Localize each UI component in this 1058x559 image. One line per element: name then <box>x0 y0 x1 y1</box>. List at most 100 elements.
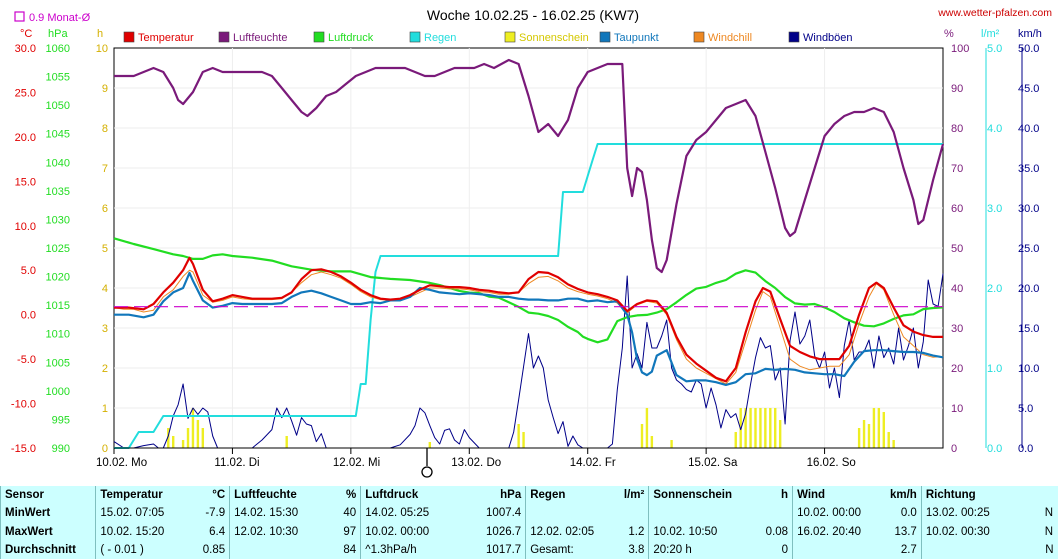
tick-pressure: 1025 <box>46 243 70 255</box>
stats-cell: N <box>1044 525 1053 538</box>
stats-cell: km/h <box>889 489 917 502</box>
sunshine-bar <box>872 408 876 448</box>
stats-cell <box>525 504 620 523</box>
series-taupunkt-line <box>114 271 944 386</box>
sunshine-bar <box>892 440 895 448</box>
weather-chart: 30.025.020.015.010.05.00.0-5.0-10.0-15.0… <box>10 7 1053 478</box>
tick-temperature: 0.0 <box>21 310 36 322</box>
stats-cell: Durchschnitt <box>0 540 96 559</box>
tick-temperature: 20.0 <box>15 132 36 144</box>
stats-cell: 20:20 h <box>648 540 762 559</box>
tick-rain: 3.0 <box>987 203 1002 215</box>
tick-humidity: 100 <box>951 43 969 55</box>
tick-temperature: 15.0 <box>15 176 36 188</box>
sunshine-bar <box>191 408 195 448</box>
tick-pressure: 1015 <box>46 300 70 312</box>
tick-temperature: 25.0 <box>15 87 36 99</box>
tick-humidity: 0 <box>951 443 957 455</box>
stats-cell: 13.02. 00:25 <box>920 504 1023 523</box>
tick-sunshine: 10 <box>96 43 108 55</box>
stats-cell <box>229 540 339 559</box>
tick-pressure: 1020 <box>46 272 70 284</box>
sunshine-bar <box>186 428 190 448</box>
tick-humidity: 30 <box>951 323 963 335</box>
tick-temperature: 10.0 <box>15 221 36 233</box>
stats-cell: 0.0 <box>900 507 917 520</box>
stats-cell: 10.02. 00:00 <box>360 522 483 541</box>
tick-humidity: 90 <box>951 83 963 95</box>
legend-swatch-windchill <box>693 31 705 43</box>
axis-unit-temperature: °C <box>20 28 32 40</box>
statistics-table: Sensor Temperatur °C Luftfeuchte% Luftdruck h… <box>0 486 1058 559</box>
stats-cell: Wind <box>792 486 885 505</box>
stats-cell: % <box>345 489 357 502</box>
month-avg-marker-icon <box>14 11 25 22</box>
x-day-label: 10.02. Mo <box>96 457 147 469</box>
stats-cell: 15.02. 07:05 <box>95 504 194 523</box>
site-link[interactable]: www.wetter-pfalzen.com <box>937 7 1052 19</box>
stats-cell: 2.7 <box>900 543 917 556</box>
stats-cell: Temperatur <box>95 486 194 505</box>
tick-rain: 5.0 <box>987 43 1002 55</box>
stats-cell: 13.7 <box>894 525 917 538</box>
tick-pressure: 1035 <box>46 186 70 198</box>
tick-humidity: 40 <box>951 283 963 295</box>
stats-cell: -7.9 <box>205 507 226 520</box>
stats-cell <box>920 540 1023 559</box>
stats-cell: 10.02. 15:20 <box>95 522 194 541</box>
tick-temperature: -15.0 <box>11 443 36 455</box>
tick-sunshine: 8 <box>102 123 108 135</box>
tick-wind: 50.0 <box>1018 43 1039 55</box>
legend-label-luftfeuchte: Luftfeuchte <box>233 32 287 44</box>
sunshine-bar <box>670 440 673 448</box>
sunshine-bar <box>522 432 525 448</box>
stats-cell: Gesamt: <box>525 540 620 559</box>
stats-cell: 0.08 <box>765 525 789 538</box>
sunshine-bar <box>887 432 890 448</box>
legend-swatch-regen <box>409 31 421 43</box>
axis-unit-rain: l/m² <box>981 28 1000 40</box>
stats-cell: MaxWert <box>0 522 96 541</box>
tick-wind: 0.0 <box>1018 443 1033 455</box>
tick-rain: 4.0 <box>987 123 1002 135</box>
sunshine-bar <box>882 412 885 448</box>
tick-sunshine: 1 <box>102 403 108 415</box>
chart-title: Woche 10.02.25 - 16.02.25 (KW7) <box>427 7 639 23</box>
tick-pressure: 990 <box>52 443 70 455</box>
legend-swatch-temperatur <box>123 31 135 43</box>
tick-sunshine: 4 <box>102 283 108 295</box>
series-luftfeuchte-line <box>114 58 945 274</box>
tick-wind: 45.0 <box>1018 83 1039 95</box>
month-avg-label: 0.9 Monat-Ø <box>29 12 91 24</box>
tick-pressure: 1005 <box>46 357 70 369</box>
tick-pressure: 1050 <box>46 100 70 112</box>
stats-cell: Luftdruck <box>360 486 483 505</box>
sunshine-bar <box>754 408 757 448</box>
sunshine-bar <box>645 408 649 448</box>
stats-cell <box>762 504 793 522</box>
x-day-label: 13.02. Do <box>451 457 501 469</box>
stats-cell: 1017.7 <box>486 543 522 556</box>
stats-cell: h <box>781 489 789 502</box>
stats-cell: 14.02. 05:25 <box>360 504 483 523</box>
stats-cell: Richtung <box>920 486 1023 505</box>
tick-pressure: 1010 <box>46 329 70 341</box>
sunshine-bar <box>640 424 644 448</box>
series-windchill-line <box>113 269 944 385</box>
stats-cell <box>792 540 885 559</box>
tick-pressure: 1055 <box>46 72 70 84</box>
tick-wind: 5.0 <box>1018 403 1033 415</box>
tick-pressure: 995 <box>52 414 70 426</box>
legend-swatch-taupunkt <box>599 31 611 43</box>
stats-cell: 12.02. 02:05 <box>525 522 620 541</box>
sunshine-bar <box>172 436 175 448</box>
stats-cell: 0 <box>781 543 789 556</box>
sunshine-bar <box>774 408 777 448</box>
stats-cell: °C <box>212 489 226 502</box>
stats-cell: 3.8 <box>628 543 645 556</box>
series-luftdruck-line <box>113 237 944 344</box>
sunshine-bar <box>778 420 782 448</box>
stats-cell: 1026.7 <box>486 525 522 538</box>
tick-temperature: -5.0 <box>17 354 36 366</box>
tick-wind: 40.0 <box>1018 123 1039 135</box>
